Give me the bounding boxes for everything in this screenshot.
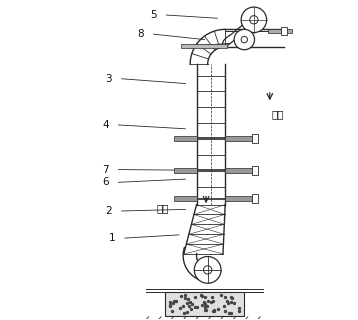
Point: [193, 294, 198, 300]
Text: 2: 2: [106, 206, 112, 216]
Text: 入料: 入料: [157, 204, 169, 213]
Point: [236, 308, 242, 314]
Point: [199, 303, 205, 308]
Point: [171, 298, 176, 303]
Bar: [174, 168, 197, 173]
Bar: [225, 136, 254, 141]
Point: [202, 299, 207, 304]
Point: [228, 295, 233, 300]
Circle shape: [250, 16, 258, 24]
Bar: [252, 195, 258, 203]
Point: [167, 302, 173, 307]
Point: [222, 295, 228, 300]
Point: [188, 307, 194, 312]
Bar: [225, 196, 254, 201]
Point: [185, 297, 191, 302]
Point: [182, 295, 187, 300]
Bar: [268, 29, 292, 33]
Point: [228, 310, 234, 316]
Point: [224, 298, 230, 303]
Bar: [174, 136, 197, 141]
Point: [182, 292, 188, 298]
Point: [226, 310, 232, 316]
Point: [221, 304, 227, 309]
Point: [212, 309, 217, 314]
Circle shape: [194, 257, 221, 283]
Bar: [165, 292, 244, 316]
Point: [229, 296, 235, 301]
Point: [215, 307, 221, 312]
Point: [173, 299, 179, 304]
Bar: [252, 134, 258, 143]
Point: [178, 293, 184, 298]
Point: [188, 300, 193, 305]
Bar: [252, 166, 258, 175]
Point: [170, 300, 175, 305]
Text: 8: 8: [137, 29, 144, 39]
Point: [184, 309, 190, 314]
Point: [211, 308, 216, 313]
Point: [219, 293, 224, 298]
Point: [211, 308, 216, 313]
Bar: [281, 27, 287, 35]
Point: [198, 293, 203, 298]
Point: [204, 303, 210, 308]
Point: [231, 300, 237, 306]
Point: [208, 300, 214, 305]
Point: [199, 293, 205, 299]
Point: [169, 308, 175, 313]
Bar: [180, 44, 227, 48]
Point: [222, 308, 228, 313]
Circle shape: [241, 36, 247, 43]
Point: [203, 294, 208, 300]
Point: [228, 300, 233, 305]
Point: [189, 301, 195, 306]
Point: [203, 308, 208, 313]
Point: [202, 304, 208, 309]
Point: [194, 304, 199, 309]
Text: 4: 4: [102, 120, 109, 130]
Point: [180, 303, 186, 308]
Point: [168, 304, 173, 309]
Point: [181, 310, 187, 316]
Circle shape: [234, 29, 255, 50]
Circle shape: [204, 266, 212, 274]
Point: [236, 305, 242, 310]
Point: [184, 300, 190, 305]
Point: [186, 303, 192, 308]
Point: [178, 305, 183, 310]
Point: [209, 294, 215, 299]
Point: [210, 299, 216, 304]
Point: [202, 307, 208, 312]
Text: 1: 1: [109, 233, 115, 243]
Point: [202, 301, 208, 306]
Point: [167, 299, 173, 304]
Point: [205, 298, 211, 303]
Text: 6: 6: [102, 177, 109, 187]
Text: 5: 5: [150, 10, 157, 20]
Point: [192, 305, 198, 310]
Bar: [225, 168, 254, 173]
Point: [225, 301, 231, 306]
Text: 出料: 出料: [271, 110, 284, 120]
Text: 3: 3: [106, 74, 112, 84]
Bar: [174, 196, 197, 201]
Circle shape: [241, 7, 267, 33]
Text: 7: 7: [102, 164, 109, 174]
